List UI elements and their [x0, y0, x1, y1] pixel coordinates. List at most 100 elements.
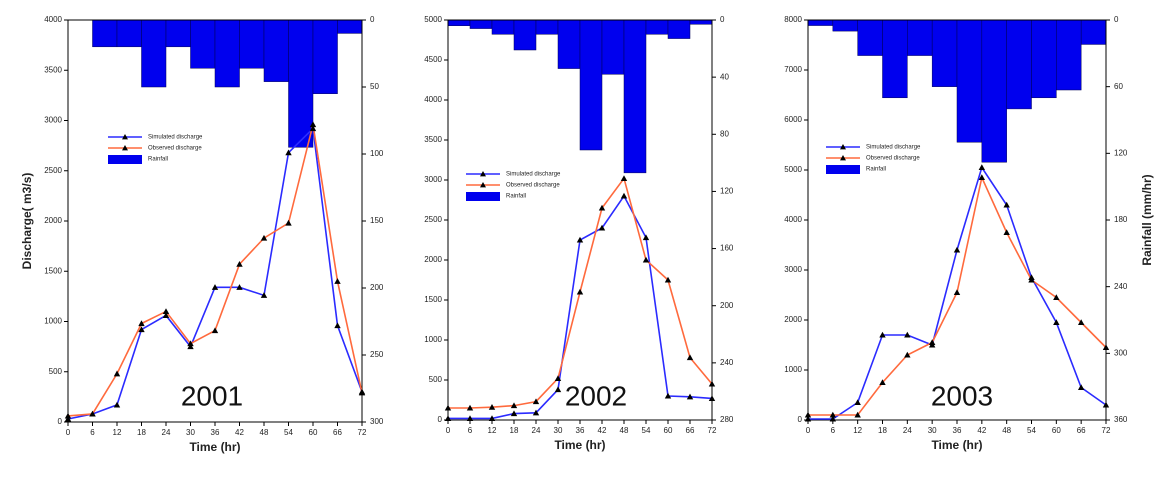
rainfall-bar: [535, 19, 559, 35]
rainfall-bar: [832, 19, 858, 32]
point-marker: [1077, 384, 1085, 391]
point-marker: [620, 192, 628, 199]
rainfall-bar: [239, 19, 265, 69]
y-tick-label: 3000: [424, 175, 442, 184]
point-marker: [488, 415, 496, 421]
legend-label: Observed discharge: [506, 183, 560, 189]
y-tick-label: 4000: [784, 215, 802, 224]
point-marker: [162, 312, 170, 319]
rainfall-bar: [165, 19, 191, 48]
x-tick-label: 36: [211, 428, 220, 437]
rainfall-bar: [956, 19, 983, 143]
rainfall-bar: [667, 19, 691, 39]
point-marker: [1102, 401, 1110, 408]
point-marker: [334, 322, 341, 329]
y-axis-label: Discharge( m3/s): [20, 173, 34, 270]
x-tick-label: 24: [532, 426, 541, 435]
x-tick-label: 48: [1002, 426, 1011, 435]
x-tick-label: 42: [235, 428, 244, 437]
y-tick-label: 6000: [784, 115, 802, 124]
x-tick-label: 72: [358, 428, 367, 437]
legend-label: Simulated discharge: [866, 145, 921, 151]
legend-swatch: [826, 165, 860, 174]
point-marker: [928, 339, 936, 346]
year-label: 2002: [565, 380, 627, 411]
legend-label: Observed discharge: [866, 156, 920, 162]
x-tick-label: 60: [1052, 426, 1061, 435]
point-marker: [187, 340, 194, 347]
y-tick-label: 1500: [424, 295, 442, 304]
point-marker: [64, 412, 72, 419]
x-tick-label: 54: [284, 428, 293, 437]
x-tick-label: 66: [1077, 426, 1086, 435]
point-marker: [211, 284, 219, 290]
point-marker: [113, 370, 121, 377]
y2-tick-label: 250: [370, 350, 384, 359]
point-marker: [879, 379, 886, 386]
rainfall-bar: [263, 19, 289, 82]
point-marker: [285, 219, 292, 226]
y-tick-label: 1000: [784, 365, 802, 374]
point-marker: [904, 351, 911, 358]
legend-marker: [480, 182, 486, 188]
rainfall-bar: [689, 19, 713, 25]
x-tick-label: 36: [576, 426, 585, 435]
legend-marker: [122, 145, 128, 151]
point-marker: [804, 415, 812, 422]
y2-tick-label: 360: [1114, 415, 1128, 424]
point-marker: [1077, 319, 1085, 326]
legend-label: Observed discharge: [148, 146, 202, 152]
point-marker: [1003, 201, 1010, 208]
discharge-line: [67, 126, 363, 420]
rainfall-bar: [857, 19, 883, 56]
rainfall-bar: [447, 19, 471, 26]
point-marker: [708, 395, 716, 401]
point-marker: [598, 204, 606, 211]
x-tick-label: 0: [446, 426, 451, 435]
y-tick-label: 2000: [44, 216, 62, 225]
y-tick-label: 3500: [44, 65, 62, 74]
point-marker: [510, 402, 518, 409]
y2-tick-label: 120: [720, 187, 734, 196]
rainfall-bar: [981, 19, 1007, 163]
point-marker: [236, 284, 243, 290]
y-tick-label: 1000: [424, 335, 442, 344]
y-tick-label: 4000: [424, 95, 442, 104]
year-label: 2003: [931, 380, 993, 411]
point-marker: [554, 386, 562, 393]
y2-tick-label: 300: [370, 417, 384, 426]
point-marker: [309, 125, 317, 132]
point-marker: [466, 415, 474, 421]
y-tick-label: 2500: [44, 166, 62, 175]
legend-marker: [480, 171, 486, 177]
rainfall-bar: [557, 19, 581, 69]
point-marker: [664, 276, 672, 283]
y-tick-label: 500: [49, 367, 63, 376]
point-marker: [978, 164, 986, 171]
point-marker: [1053, 294, 1060, 301]
y-tick-label: 1000: [44, 317, 62, 326]
point-marker: [466, 404, 474, 411]
point-marker: [620, 175, 628, 181]
x-tick-label: 12: [853, 426, 862, 435]
y-tick-label: 5000: [784, 165, 802, 174]
point-marker: [1003, 229, 1010, 236]
point-marker: [309, 121, 317, 128]
y-tick-label: 500: [429, 375, 443, 384]
rainfall-bar: [623, 19, 647, 174]
x-tick-label: 48: [620, 426, 629, 435]
point-marker: [444, 404, 452, 411]
x-tick-label: 54: [1027, 426, 1036, 435]
legend-label: Simulated discharge: [148, 135, 203, 141]
point-marker: [64, 415, 72, 422]
y2-tick-label: 240: [720, 358, 734, 367]
point-marker: [576, 288, 584, 295]
x-tick-label: 72: [708, 426, 717, 435]
point-marker: [187, 343, 194, 350]
x-axis-label: Time (hr): [189, 440, 240, 454]
rainfall-bar: [116, 19, 142, 48]
x-tick-label: 6: [468, 426, 473, 435]
point-marker: [686, 393, 694, 400]
point-marker: [138, 326, 145, 333]
